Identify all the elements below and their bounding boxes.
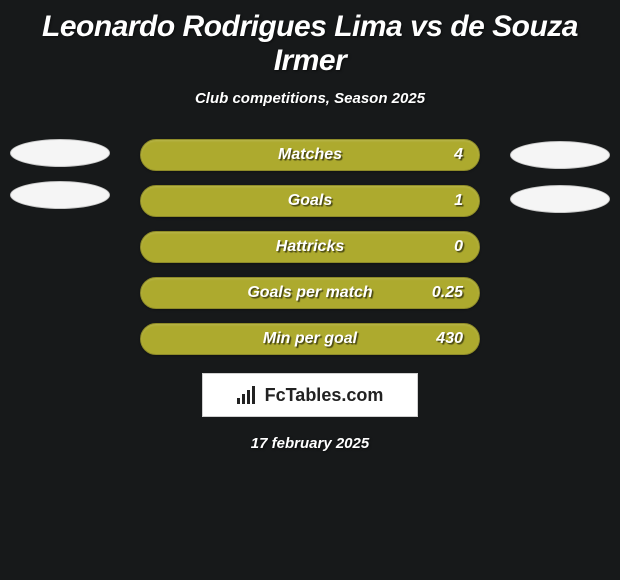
branding-text: FcTables.com [265,385,384,406]
bar-chart-icon [237,386,259,404]
stat-value-right: 1 [454,192,463,210]
stat-label: Hattricks [276,238,344,256]
page-subtitle: Club competitions, Season 2025 [10,90,610,107]
branding-box[interactable]: FcTables.com [202,373,418,417]
right-avatars-col [500,139,610,213]
player-avatar-placeholder [510,185,610,213]
stat-value-right: 0.25 [432,284,463,302]
stat-label: Matches [278,146,342,164]
stat-label: Goals [288,192,332,210]
comparison-card: Leonardo Rodrigues Lima vs de Souza Irme… [0,0,620,462]
stat-bar-hattricks: Hattricks 0 [140,231,480,263]
stat-area: Matches 4 Goals 1 Hattricks 0 Goals per … [10,139,610,355]
stat-bar-goals: Goals 1 [140,185,480,217]
stat-value-right: 0 [454,238,463,256]
stat-bar-goals-per-match: Goals per match 0.25 [140,277,480,309]
left-avatars-col [10,139,120,209]
stat-value-right: 430 [436,330,463,348]
player-avatar-placeholder [510,141,610,169]
player-avatar-placeholder [10,181,110,209]
date-label: 17 february 2025 [10,435,610,452]
stat-label: Goals per match [247,284,372,302]
player-avatar-placeholder [10,139,110,167]
page-title: Leonardo Rodrigues Lima vs de Souza Irme… [10,10,610,78]
stat-bar-matches: Matches 4 [140,139,480,171]
stat-bars: Matches 4 Goals 1 Hattricks 0 Goals per … [140,139,480,355]
stat-label: Min per goal [263,330,357,348]
stat-value-right: 4 [454,146,463,164]
stat-bar-min-per-goal: Min per goal 430 [140,323,480,355]
